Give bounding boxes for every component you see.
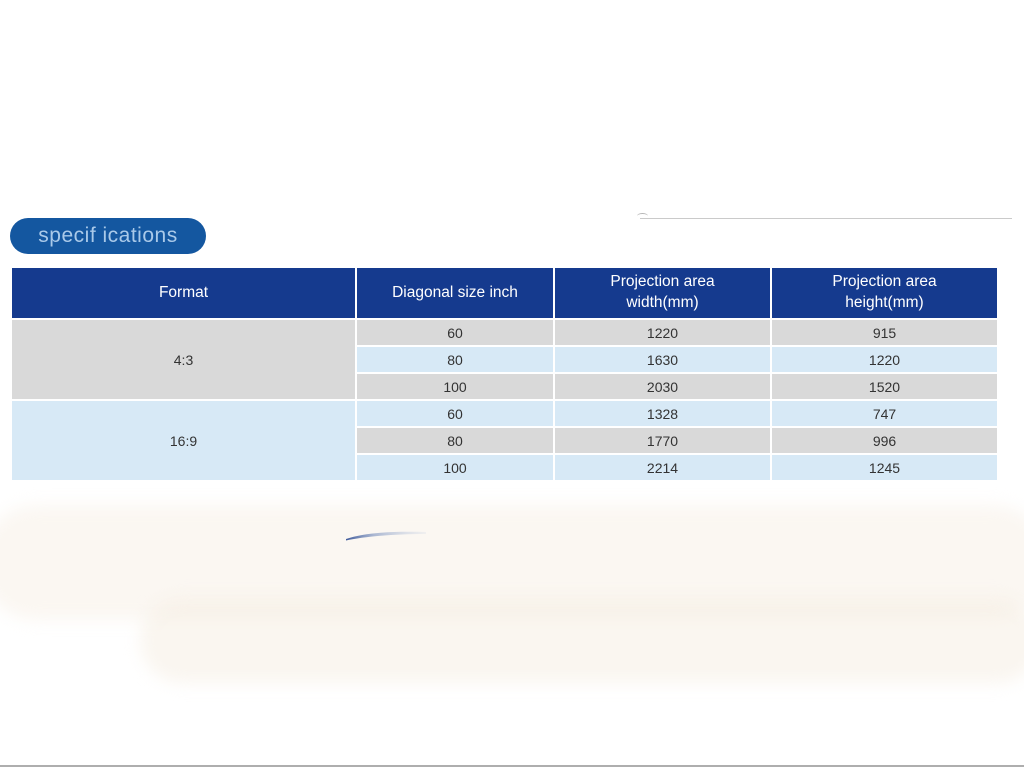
column-header-format: Format (10, 266, 357, 320)
header-row: Format Diagonal size inch Projection are… (10, 266, 999, 320)
width-cell: 2030 (553, 372, 772, 401)
width-cell: 1630 (553, 345, 772, 374)
column-header-projection-height: Projection area height(mm) (770, 266, 999, 320)
diagonal-cell: 60 (355, 399, 555, 428)
table-row: 80 1770 996 (11, 426, 999, 455)
column-header-projection-width: Projection area width(mm) (553, 266, 772, 320)
specifications-badge-label: specif ications (38, 224, 178, 247)
height-cell: 747 (770, 399, 999, 428)
format-cell-16-9: 16:9 (10, 399, 357, 482)
diagonal-cell: 80 (355, 345, 555, 374)
width-cell: 2214 (553, 453, 772, 482)
format-cell-4-3: 4:3 (10, 318, 357, 401)
height-cell: 915 (770, 318, 999, 347)
spec-table-container: Format Diagonal size inch Projection are… (10, 266, 999, 482)
faint-horizontal-line (640, 218, 1012, 219)
faint-cream-blob (140, 598, 1024, 683)
table-row: 100 2030 1520 (11, 372, 999, 401)
faint-mark (637, 213, 648, 219)
bottom-edge-line (0, 765, 1024, 767)
table-row: 16:9 60 1328 747 (10, 399, 999, 482)
diagonal-cell: 100 (355, 372, 555, 401)
height-cell: 1520 (770, 372, 999, 401)
spec-table: Format Diagonal size inch Projection are… (10, 266, 999, 482)
diagonal-cell: 100 (355, 453, 555, 482)
height-cell: 996 (770, 426, 999, 455)
width-cell: 1220 (553, 318, 772, 347)
spec-table-body: 4:3 60 1220 915 80 1630 1220 100 2030 15… (10, 318, 999, 482)
diagonal-cell: 80 (355, 426, 555, 455)
spec-table-header: Format Diagonal size inch Projection are… (10, 266, 999, 320)
table-row: 100 2214 1245 (11, 453, 999, 482)
table-row: 80 1630 1220 (11, 345, 999, 374)
table-row: 4:3 60 1220 915 (10, 318, 999, 401)
specifications-badge: specif ications (10, 218, 206, 254)
width-cell: 1770 (553, 426, 772, 455)
diagonal-cell: 60 (355, 318, 555, 347)
column-header-diagonal-size: Diagonal size inch (355, 266, 555, 320)
swoosh-mark (346, 531, 426, 541)
height-cell: 1245 (770, 453, 999, 482)
height-cell: 1220 (770, 345, 999, 374)
width-cell: 1328 (553, 399, 772, 428)
